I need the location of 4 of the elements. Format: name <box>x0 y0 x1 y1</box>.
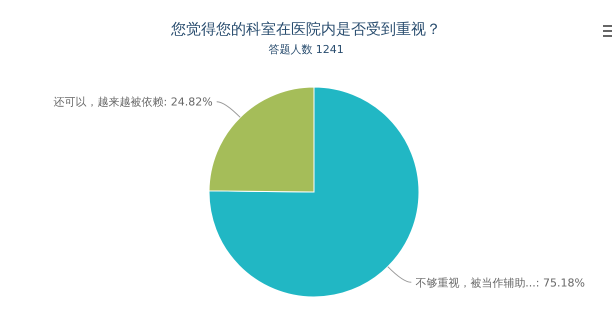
slice-label: 不够重视，被当作辅助...: 75.18% <box>415 276 585 290</box>
chart-title: 您觉得您的科室在医院内是否受到重视？ <box>170 20 442 39</box>
chart-subtitle: 答题人数 1241 <box>267 42 345 57</box>
slice-label: 还可以，越来越被依赖: 24.82% <box>54 96 213 109</box>
